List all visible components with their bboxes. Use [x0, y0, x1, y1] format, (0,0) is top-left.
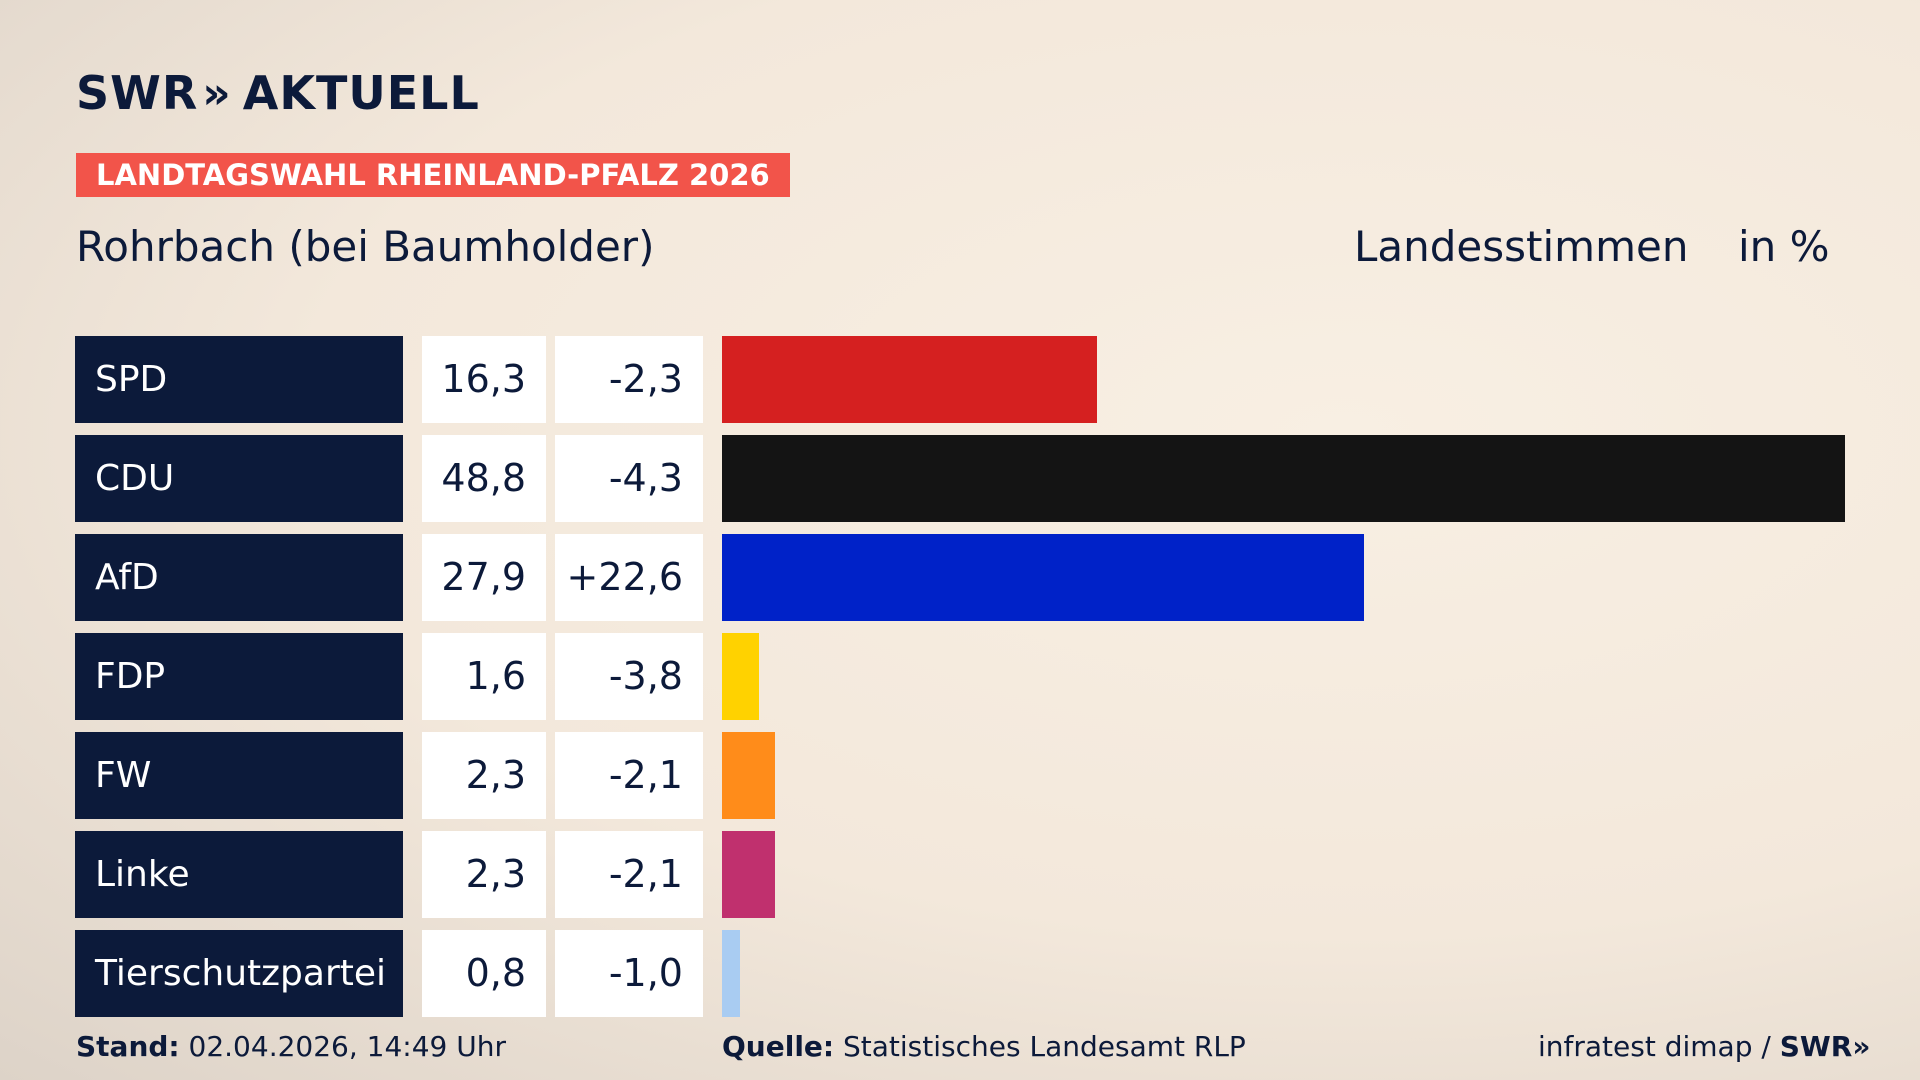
change-label-tierschutzpartei: -1,0 — [555, 930, 703, 1017]
region-title: Rohrbach (bei Baumholder) — [76, 222, 655, 271]
party-label-tierschutzpartei: Tierschutzpartei — [75, 930, 403, 1017]
party-label-spd: SPD — [75, 336, 403, 423]
value-label-spd: 16,3 — [422, 336, 546, 423]
party-label-cdu: CDU — [75, 435, 403, 522]
unit-label: in % — [1738, 222, 1830, 271]
stand-value: 02.04.2026, 14:49 Uhr — [188, 1030, 506, 1063]
logo-aktuell: AKTUELL — [242, 66, 480, 120]
value-label-linke: 2,3 — [422, 831, 546, 918]
change-label-afd: +22,6 — [555, 534, 703, 621]
election-banner: LANDTAGSWAHL RHEINLAND-PFALZ 2026 — [76, 153, 790, 197]
change-label-fdp: -3,8 — [555, 633, 703, 720]
change-label-fw: -2,1 — [555, 732, 703, 819]
party-label-fdp: FDP — [75, 633, 403, 720]
party-label-afd: AfD — [75, 534, 403, 621]
change-label-linke: -2,1 — [555, 831, 703, 918]
credit-info: infratest dimap / SWR» — [1538, 1030, 1871, 1063]
change-label-cdu: -4,3 — [555, 435, 703, 522]
bar-fw — [722, 732, 775, 819]
source-value: Statistisches Landesamt RLP — [843, 1030, 1246, 1063]
value-label-afd: 27,9 — [422, 534, 546, 621]
logo-swr: SWR — [76, 66, 199, 120]
stand-info: Stand: 02.04.2026, 14:49 Uhr — [76, 1030, 506, 1063]
swr-aktuell-logo: SWR » AKTUELL — [76, 66, 480, 120]
bar-linke — [722, 831, 775, 918]
value-label-fdp: 1,6 — [422, 633, 546, 720]
stand-label: Stand: — [76, 1030, 180, 1063]
bar-cdu — [722, 435, 1845, 522]
credit-logo: SWR — [1779, 1030, 1853, 1063]
bar-tierschutzpartei — [722, 930, 740, 1017]
source-label: Quelle: — [722, 1030, 835, 1063]
value-label-tierschutzpartei: 0,8 — [422, 930, 546, 1017]
value-label-cdu: 48,8 — [422, 435, 546, 522]
bar-afd — [722, 534, 1364, 621]
change-label-spd: -2,3 — [555, 336, 703, 423]
party-label-linke: Linke — [75, 831, 403, 918]
bar-fdp — [722, 633, 759, 720]
metric-label: Landesstimmen — [1354, 222, 1689, 271]
credit-chevron-icon: » — [1852, 1030, 1870, 1063]
credit-text: infratest dimap / — [1538, 1030, 1771, 1063]
value-label-fw: 2,3 — [422, 732, 546, 819]
party-label-fw: FW — [75, 732, 403, 819]
bar-spd — [722, 336, 1097, 423]
source-info: Quelle: Statistisches Landesamt RLP — [722, 1030, 1246, 1063]
